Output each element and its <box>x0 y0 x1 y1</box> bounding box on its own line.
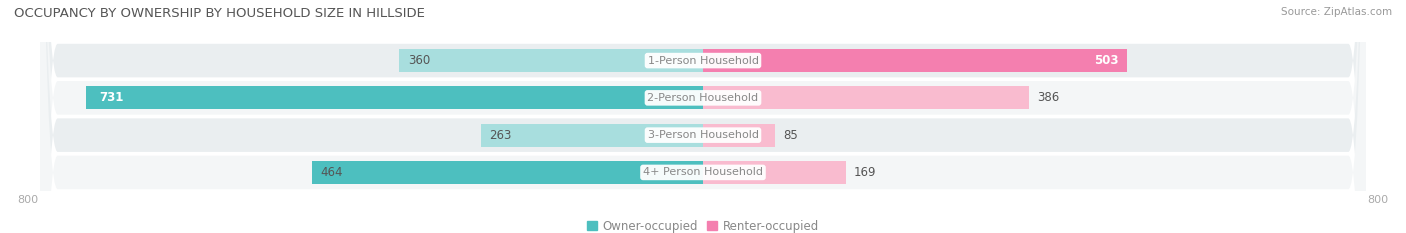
Text: 731: 731 <box>98 91 124 104</box>
Bar <box>703 123 775 147</box>
Text: 85: 85 <box>783 129 797 142</box>
Bar <box>481 123 703 147</box>
Text: 3-Person Household: 3-Person Household <box>648 130 758 140</box>
Bar <box>703 161 845 184</box>
FancyBboxPatch shape <box>41 0 1365 233</box>
Legend: Owner-occupied, Renter-occupied: Owner-occupied, Renter-occupied <box>582 215 824 233</box>
Bar <box>703 49 1128 72</box>
Text: 263: 263 <box>489 129 512 142</box>
FancyBboxPatch shape <box>41 0 1365 233</box>
Text: Source: ZipAtlas.com: Source: ZipAtlas.com <box>1281 7 1392 17</box>
FancyBboxPatch shape <box>41 0 1365 233</box>
Text: 464: 464 <box>321 166 343 179</box>
Text: 2-Person Household: 2-Person Household <box>647 93 759 103</box>
Bar <box>86 86 703 110</box>
Text: 503: 503 <box>1094 54 1119 67</box>
Text: 360: 360 <box>408 54 430 67</box>
Text: 386: 386 <box>1038 91 1059 104</box>
Text: OCCUPANCY BY OWNERSHIP BY HOUSEHOLD SIZE IN HILLSIDE: OCCUPANCY BY OWNERSHIP BY HOUSEHOLD SIZE… <box>14 7 425 20</box>
Bar <box>399 49 703 72</box>
Text: 169: 169 <box>853 166 876 179</box>
Bar <box>312 161 703 184</box>
Text: 1-Person Household: 1-Person Household <box>648 56 758 65</box>
Text: 4+ Person Household: 4+ Person Household <box>643 168 763 177</box>
FancyBboxPatch shape <box>41 0 1365 233</box>
Bar <box>703 86 1029 110</box>
